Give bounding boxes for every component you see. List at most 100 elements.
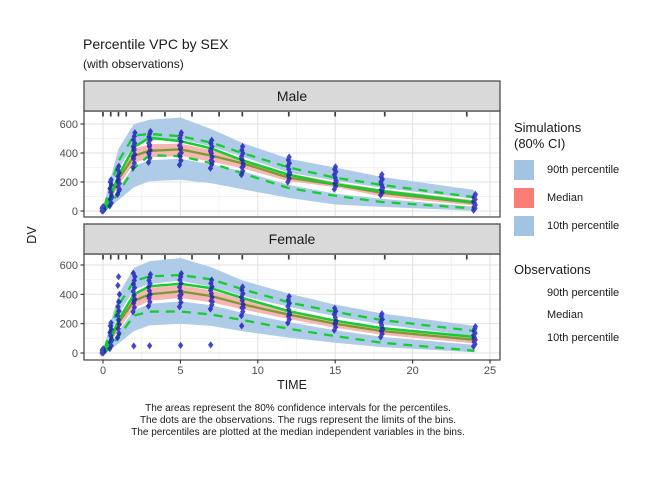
observation-point <box>147 127 154 136</box>
observation-point <box>178 269 184 278</box>
observation-point <box>209 143 215 151</box>
observation-point <box>333 323 339 331</box>
y-tick-label: 200 <box>60 319 78 331</box>
observation-point <box>108 319 114 327</box>
observation-point <box>208 148 214 156</box>
observation-point <box>331 185 337 193</box>
observation-point <box>209 158 215 166</box>
observation-point <box>238 171 245 179</box>
x-tick-label: 10 <box>252 365 264 377</box>
observation-point <box>178 138 184 146</box>
x-tick-label: 25 <box>484 365 496 377</box>
y-tick-label: 600 <box>60 119 78 131</box>
observation-point <box>285 319 291 327</box>
observation-point <box>239 286 245 294</box>
observation-point <box>178 298 184 306</box>
observation-point <box>108 342 114 350</box>
observation-point <box>107 338 114 346</box>
observation-point <box>146 292 152 301</box>
observation-point <box>209 298 215 306</box>
observation-point <box>116 329 122 337</box>
observation-point <box>177 287 184 295</box>
observation-point <box>130 269 136 277</box>
observation-point <box>176 161 183 169</box>
observation-point <box>332 163 339 171</box>
legend-item-obs-90th: 90th percentile <box>547 286 620 299</box>
observation-point <box>115 281 121 290</box>
observation-point <box>240 162 246 170</box>
observation-point <box>177 292 183 300</box>
blue-ribbon-swatch <box>514 160 534 180</box>
observation-point <box>146 287 153 295</box>
observation-point <box>146 342 153 350</box>
legend: Simulations (80% CI) 90th percentile Med… <box>514 120 672 346</box>
observation-point <box>116 307 122 315</box>
observation-point <box>285 302 291 310</box>
observation-point <box>472 190 479 198</box>
x-tick-label: 0 <box>100 365 106 377</box>
observation-point <box>177 150 183 158</box>
y-tick-label: 0 <box>72 206 78 218</box>
observation-point <box>287 170 293 178</box>
observation-point <box>130 136 137 144</box>
observation-point <box>471 198 477 206</box>
observation-point <box>472 323 479 331</box>
facet-strip-label: Male <box>277 88 308 104</box>
observation-point <box>286 292 292 301</box>
observation-point <box>379 170 385 179</box>
ribbon-10th-ci <box>104 158 475 211</box>
observation-point <box>101 205 107 213</box>
observation-point <box>208 341 214 349</box>
observation-point <box>207 286 214 294</box>
observation-point <box>131 291 137 299</box>
observation-point <box>285 296 291 304</box>
facet-male: Male 0 200 400 600 <box>60 80 501 218</box>
observation-point <box>379 330 385 338</box>
observation-point <box>240 290 246 298</box>
observation-point <box>107 322 113 330</box>
facet-strip <box>83 223 501 255</box>
observation-point <box>239 283 246 291</box>
observation-point <box>471 334 477 342</box>
caption-line-3: The percentiles are plotted at the media… <box>131 427 465 438</box>
observation-point <box>239 155 245 163</box>
observation-point <box>239 322 245 330</box>
observation-point <box>130 308 136 316</box>
observation-point <box>145 158 152 166</box>
observation-point <box>240 303 246 312</box>
observation-point <box>114 334 121 342</box>
observation-point <box>131 145 137 153</box>
observation-point <box>178 279 184 287</box>
observation-point <box>131 297 137 305</box>
observation-point <box>115 325 121 333</box>
observation-point <box>132 273 138 281</box>
obs-90th-percentile-line <box>103 273 475 349</box>
observation-point <box>130 163 136 172</box>
observation-point <box>209 301 215 309</box>
observation-point <box>332 319 339 327</box>
observation-point <box>108 332 114 340</box>
y-tick-label: 400 <box>60 289 78 301</box>
observation-point <box>331 171 338 179</box>
x-axis-title: TIME <box>277 378 307 392</box>
observation-point <box>130 153 136 161</box>
observation-point <box>116 185 123 193</box>
observation-point <box>379 310 385 318</box>
observation-point <box>145 302 152 310</box>
facet-female: Female 0 200 400 600 <box>60 223 501 361</box>
observation-point <box>115 303 121 311</box>
observation-point <box>146 133 152 141</box>
observation-point <box>287 311 293 319</box>
blue-ribbon-swatch <box>514 216 534 236</box>
observation-point <box>130 280 137 288</box>
observation-point <box>238 312 245 320</box>
observation-point <box>379 184 386 193</box>
observation-point <box>108 325 115 333</box>
observations-legend-title: Observations <box>514 262 591 277</box>
obs-median-line <box>103 282 475 353</box>
observation-point <box>379 325 386 334</box>
pink-ribbon-swatch <box>514 188 534 208</box>
observation-point <box>240 308 246 316</box>
observation-point <box>130 287 136 295</box>
